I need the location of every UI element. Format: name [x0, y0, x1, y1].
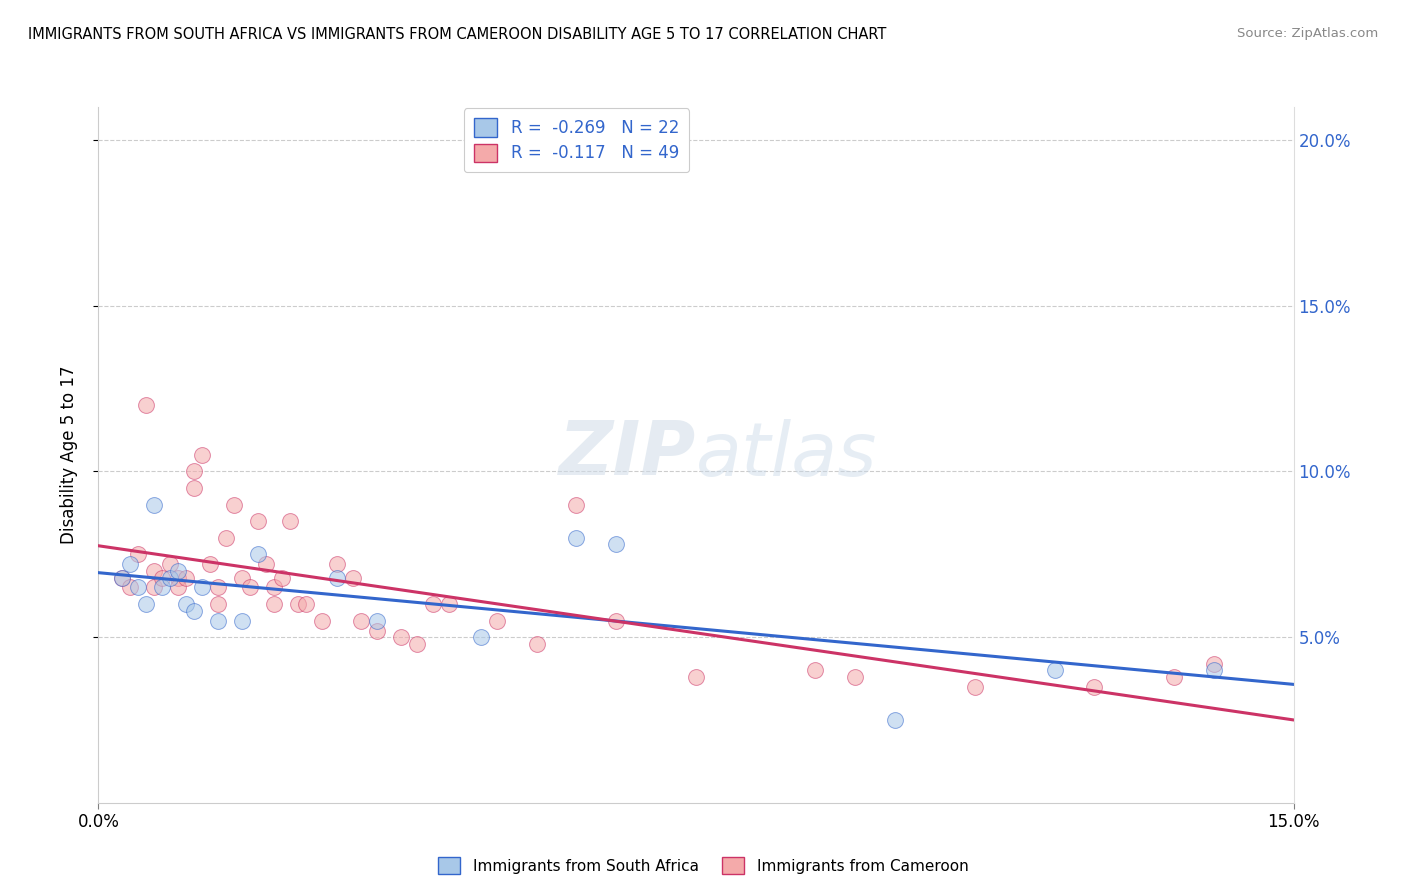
- Point: [135, 398, 157, 412]
- Point: [207, 581, 229, 595]
- Point: [1202, 657, 1225, 671]
- Point: [191, 581, 214, 595]
- Point: [342, 570, 364, 584]
- Point: [120, 558, 142, 572]
- Point: [150, 570, 173, 584]
- Text: ZIP: ZIP: [558, 418, 696, 491]
- Point: [183, 465, 205, 479]
- Point: [183, 604, 205, 618]
- Point: [159, 570, 181, 584]
- Point: [526, 637, 548, 651]
- Point: [326, 558, 349, 572]
- Point: [366, 614, 388, 628]
- Point: [111, 570, 134, 584]
- Point: [406, 637, 429, 651]
- Point: [565, 498, 588, 512]
- Text: IMMIGRANTS FROM SOUTH AFRICA VS IMMIGRANTS FROM CAMEROON DISABILITY AGE 5 TO 17 : IMMIGRANTS FROM SOUTH AFRICA VS IMMIGRAN…: [28, 27, 887, 42]
- Text: atlas: atlas: [696, 419, 877, 491]
- Point: [174, 570, 197, 584]
- Point: [278, 514, 301, 528]
- Point: [254, 558, 277, 572]
- Point: [884, 713, 907, 727]
- Point: [215, 531, 238, 545]
- Point: [127, 581, 149, 595]
- Point: [198, 558, 221, 572]
- Point: [222, 498, 245, 512]
- Point: [1083, 680, 1105, 694]
- Point: [1043, 663, 1066, 677]
- Point: [207, 597, 229, 611]
- Point: [111, 570, 134, 584]
- Point: [183, 481, 205, 495]
- Point: [135, 597, 157, 611]
- Point: [120, 581, 142, 595]
- Point: [963, 680, 986, 694]
- Point: [350, 614, 373, 628]
- Point: [389, 630, 412, 644]
- Legend: Immigrants from South Africa, Immigrants from Cameroon: Immigrants from South Africa, Immigrants…: [432, 851, 974, 880]
- Point: [1202, 663, 1225, 677]
- Point: [470, 630, 492, 644]
- Point: [605, 614, 627, 628]
- Point: [174, 597, 197, 611]
- Point: [263, 597, 285, 611]
- Text: Source: ZipAtlas.com: Source: ZipAtlas.com: [1237, 27, 1378, 40]
- Point: [422, 597, 444, 611]
- Point: [311, 614, 333, 628]
- Point: [239, 581, 262, 595]
- Point: [485, 614, 508, 628]
- Legend: R =  -0.269   N = 22, R =  -0.117   N = 49: R = -0.269 N = 22, R = -0.117 N = 49: [464, 109, 689, 172]
- Point: [127, 547, 149, 561]
- Point: [263, 581, 285, 595]
- Point: [437, 597, 460, 611]
- Point: [1163, 670, 1185, 684]
- Point: [207, 614, 229, 628]
- Point: [804, 663, 827, 677]
- Point: [159, 558, 181, 572]
- Point: [150, 581, 173, 595]
- Point: [685, 670, 707, 684]
- Point: [605, 537, 627, 551]
- Point: [143, 564, 166, 578]
- Point: [270, 570, 292, 584]
- Y-axis label: Disability Age 5 to 17: Disability Age 5 to 17: [59, 366, 77, 544]
- Point: [231, 570, 253, 584]
- Point: [287, 597, 309, 611]
- Point: [246, 514, 269, 528]
- Point: [565, 531, 588, 545]
- Point: [167, 581, 190, 595]
- Point: [167, 564, 190, 578]
- Point: [191, 448, 214, 462]
- Point: [326, 570, 349, 584]
- Point: [231, 614, 253, 628]
- Point: [143, 581, 166, 595]
- Point: [143, 498, 166, 512]
- Point: [167, 570, 190, 584]
- Point: [246, 547, 269, 561]
- Point: [844, 670, 866, 684]
- Point: [366, 624, 388, 638]
- Point: [294, 597, 316, 611]
